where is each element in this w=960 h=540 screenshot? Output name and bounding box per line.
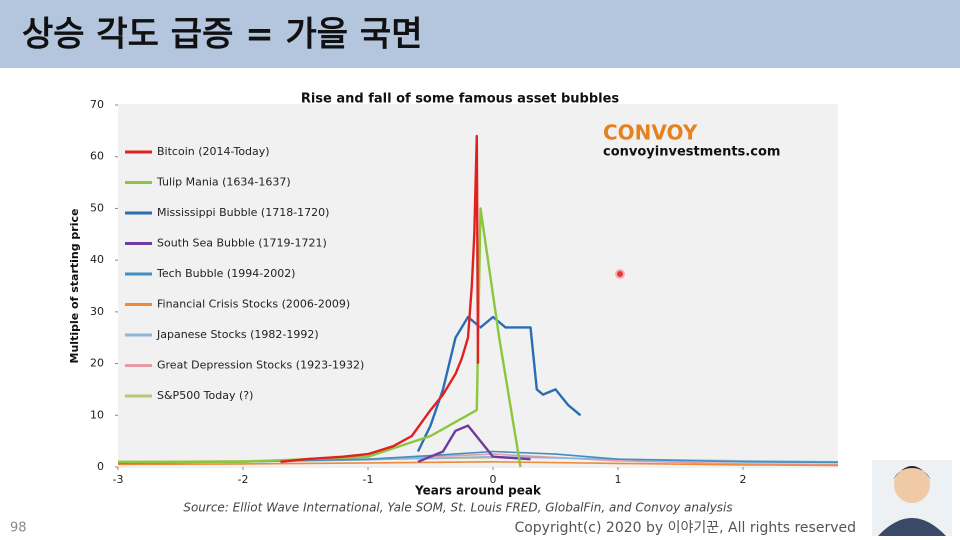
y-tick-label: 30 bbox=[90, 305, 104, 318]
y-tick-label: 10 bbox=[90, 408, 104, 421]
copyright: Copyright(c) 2020 by 이야기꾼, All rights re… bbox=[514, 520, 856, 536]
chart-title: Rise and fall of some famous asset bubbl… bbox=[301, 92, 620, 107]
logo-url: convoyinvestments.com bbox=[603, 145, 780, 160]
y-tick-label: 50 bbox=[90, 201, 104, 214]
series-line bbox=[416, 315, 582, 453]
y-tick-label: 60 bbox=[90, 150, 104, 163]
x-tick-label: -2 bbox=[238, 473, 249, 486]
y-tick-label: 20 bbox=[90, 357, 104, 370]
logo: CONVOY bbox=[603, 121, 698, 145]
x-tick-label: 2 bbox=[740, 473, 747, 486]
y-tick-label: 40 bbox=[90, 253, 104, 266]
x-axis-label: Years around peak bbox=[414, 484, 542, 498]
series-line bbox=[280, 134, 480, 463]
x-tick-label: 1 bbox=[615, 473, 622, 486]
presenter-avatar bbox=[872, 460, 952, 536]
page-number: 98 bbox=[10, 521, 27, 536]
pointer-dot bbox=[615, 269, 625, 279]
series-line bbox=[117, 461, 839, 467]
header-band bbox=[0, 0, 960, 68]
x-tick-label: -3 bbox=[113, 473, 124, 486]
series-line bbox=[118, 207, 522, 468]
y-tick-label: 0 bbox=[97, 460, 104, 473]
source-note: Source: Elliot Wave International, Yale … bbox=[183, 501, 732, 515]
y-tick-label: 70 bbox=[90, 98, 104, 111]
legend-label: Financial Crisis Stocks (2006-2009) bbox=[157, 298, 350, 311]
legend-label: Mississippi Bubble (1718-1720) bbox=[157, 206, 329, 219]
legend-label: S&P500 Today (?) bbox=[157, 389, 253, 402]
legend-label: Bitcoin (2014-Today) bbox=[157, 145, 270, 158]
series-line bbox=[417, 424, 531, 463]
legend-label: Tech Bubble (1994-2002) bbox=[156, 267, 295, 280]
y-axis-label: Multiple of starting price bbox=[68, 209, 81, 364]
x-tick-label: -1 bbox=[363, 473, 374, 486]
slide-title: 상승 각도 급증 = 가을 국면 bbox=[22, 15, 422, 55]
legend-label: Japanese Stocks (1982-1992) bbox=[156, 328, 319, 341]
legend-label: South Sea Bubble (1719-1721) bbox=[157, 237, 327, 250]
legend-label: Tulip Mania (1634-1637) bbox=[156, 176, 291, 189]
legend-label: Great Depression Stocks (1923-1932) bbox=[157, 359, 364, 372]
x-tick-label: 0 bbox=[490, 473, 497, 486]
